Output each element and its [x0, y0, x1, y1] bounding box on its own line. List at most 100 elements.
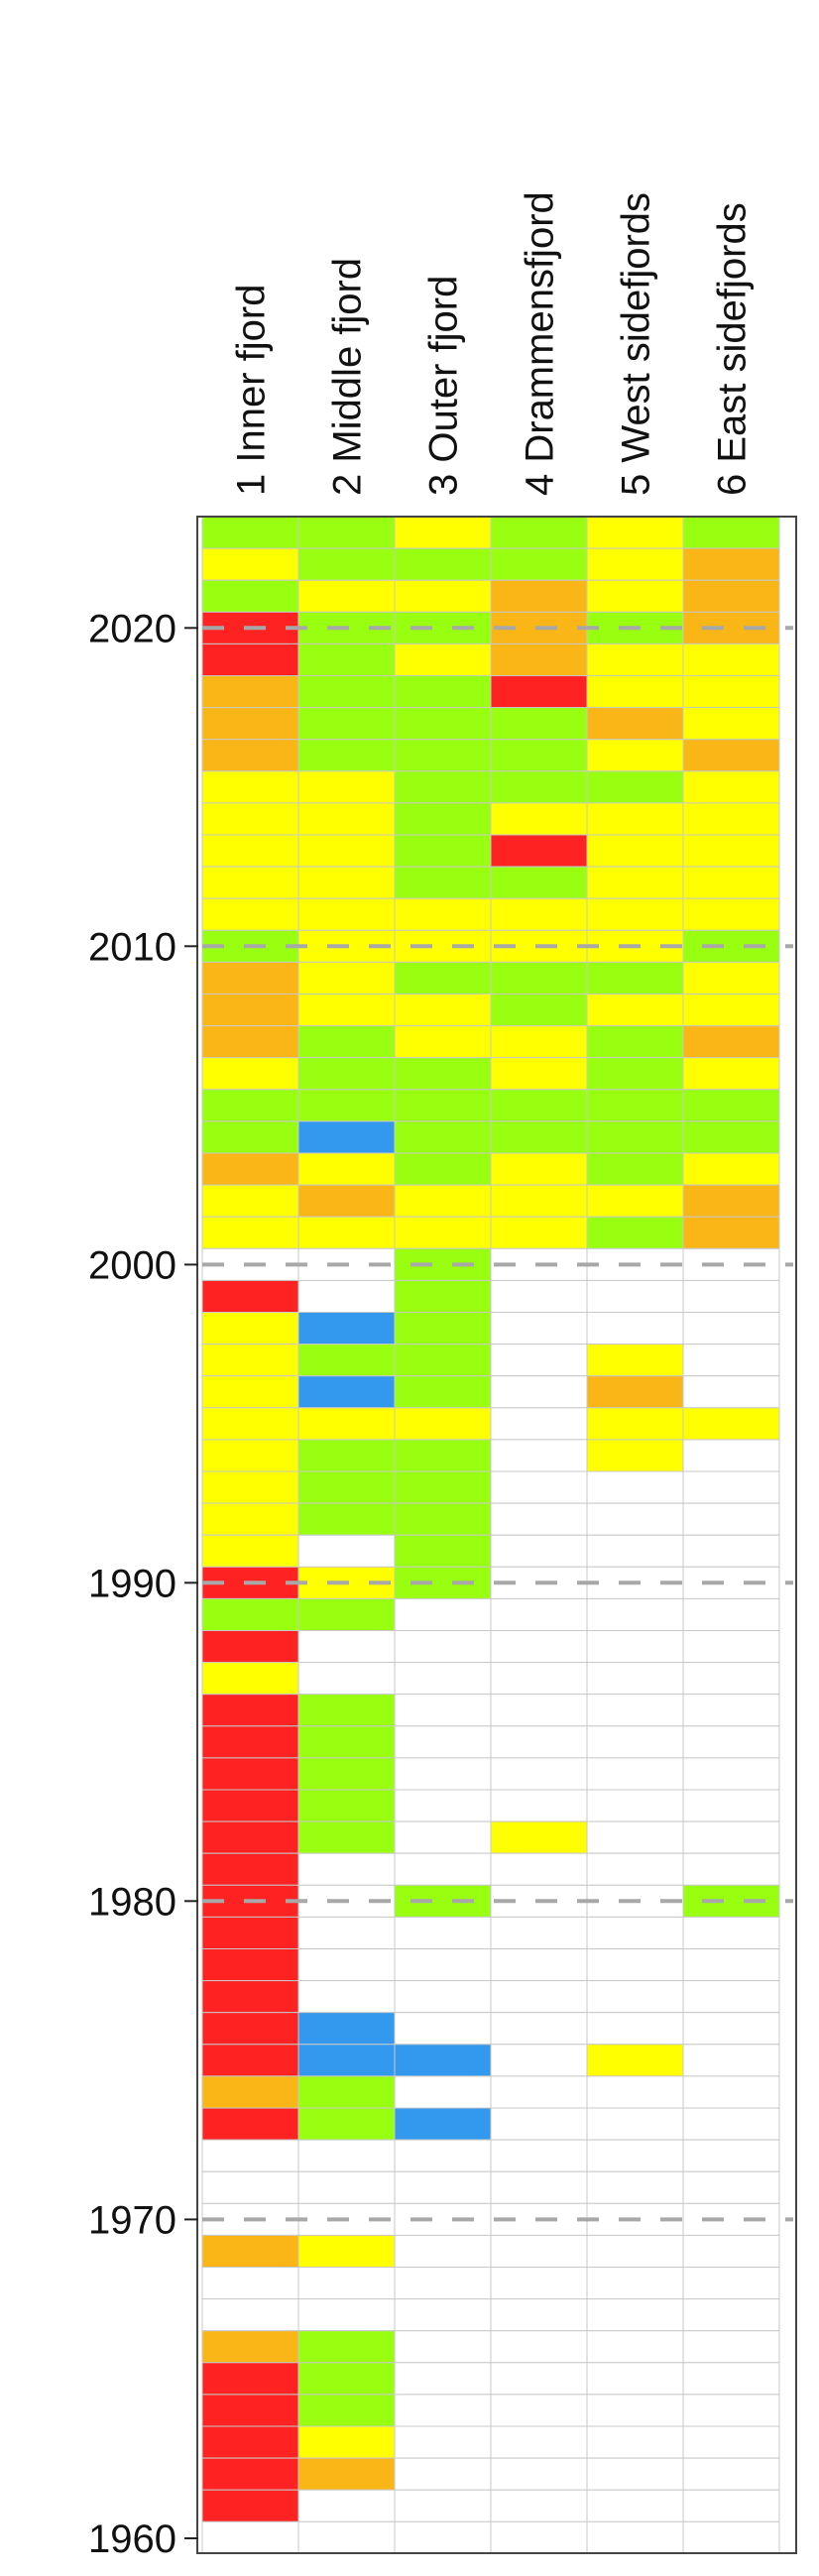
- cell-1962-col1: [201, 2457, 299, 2491]
- cell-1971-col3: [394, 2170, 492, 2204]
- cell-1999-col4: [490, 1279, 588, 1314]
- cell-1994-col4: [490, 1439, 588, 1472]
- cell-1971-col1: [201, 2170, 299, 2204]
- cell-1982-col5: [586, 1820, 684, 1854]
- cell-2018-col2: [297, 675, 396, 709]
- cell-2021-col2: [297, 579, 396, 613]
- cell-1981-col2: [297, 1852, 396, 1886]
- cell-1993-col4: [490, 1470, 588, 1504]
- cell-1974-col2: [297, 2075, 396, 2109]
- cell-1998-col1: [201, 1312, 299, 1346]
- cell-2001-col3: [394, 1216, 492, 1249]
- cell-1976-col6: [682, 2012, 780, 2046]
- cell-1971-col4: [490, 2170, 588, 2204]
- cell-1963-col2: [297, 2425, 396, 2459]
- cell-1985-col4: [490, 1725, 588, 1759]
- cell-1996-col3: [394, 1375, 492, 1409]
- cell-2007-col4: [490, 1025, 588, 1059]
- cell-2005-col4: [490, 1089, 588, 1122]
- cell-1968-col4: [490, 2267, 588, 2300]
- cell-1966-col6: [682, 2330, 780, 2364]
- cell-1983-col1: [201, 1789, 299, 1822]
- cell-2020-col3: [394, 611, 492, 644]
- cell-2015-col3: [394, 770, 492, 804]
- cell-1960-col5: [586, 2520, 684, 2554]
- cell-1960-col1: [201, 2520, 299, 2554]
- cell-2014-col5: [586, 802, 684, 836]
- cell-1963-col6: [682, 2425, 780, 2459]
- cell-2002-col2: [297, 1184, 396, 1218]
- cell-1989-col6: [682, 1597, 780, 1632]
- cell-2022-col6: [682, 547, 780, 581]
- cell-1973-col6: [682, 2107, 780, 2141]
- cell-2018-col6: [682, 675, 780, 709]
- cell-1995-col2: [297, 1407, 396, 1441]
- cell-2008-col2: [297, 994, 396, 1027]
- cell-2011-col2: [297, 897, 396, 931]
- cell-2008-col4: [490, 994, 588, 1027]
- cell-1961-col2: [297, 2489, 396, 2522]
- cell-2016-col3: [394, 739, 492, 772]
- cell-2022-col4: [490, 547, 588, 581]
- cell-1983-col4: [490, 1789, 588, 1822]
- cell-1995-col3: [394, 1407, 492, 1441]
- cell-2002-col6: [682, 1184, 780, 1218]
- year-label-1980: 1980: [88, 1880, 176, 1924]
- cell-1994-col5: [586, 1439, 684, 1472]
- cell-1988-col5: [586, 1630, 684, 1664]
- cell-2018-col4: [490, 675, 588, 709]
- cell-2017-col4: [490, 707, 588, 741]
- column-label-4: 4 Drammensfjord: [519, 191, 562, 496]
- cell-2004-col2: [297, 1120, 396, 1154]
- cell-1976-col5: [586, 2012, 684, 2046]
- cell-1982-col1: [201, 1820, 299, 1854]
- cell-1982-col2: [297, 1820, 396, 1854]
- cell-2003-col2: [297, 1152, 396, 1186]
- cell-2004-col1: [201, 1120, 299, 1154]
- cell-1960-col4: [490, 2520, 588, 2554]
- cell-1972-col1: [201, 2139, 299, 2172]
- cell-1976-col3: [394, 2012, 492, 2046]
- cell-1964-col1: [201, 2394, 299, 2427]
- cell-1981-col3: [394, 1852, 492, 1886]
- cell-1961-col4: [490, 2489, 588, 2522]
- cell-2009-col5: [586, 961, 684, 995]
- cell-1983-col5: [586, 1789, 684, 1822]
- cell-1973-col4: [490, 2107, 588, 2141]
- cell-1966-col2: [297, 2330, 396, 2364]
- cell-1966-col4: [490, 2330, 588, 2364]
- cell-1963-col4: [490, 2425, 588, 2459]
- cell-2011-col1: [201, 897, 299, 931]
- cell-2002-col5: [586, 1184, 684, 1218]
- cell-1988-col1: [201, 1630, 299, 1664]
- cell-1998-col3: [394, 1312, 492, 1346]
- cell-1963-col5: [586, 2425, 684, 2459]
- cell-1964-col5: [586, 2394, 684, 2427]
- cell-1987-col3: [394, 1662, 492, 1696]
- column-label-3: 3 Outer fjord: [422, 276, 466, 496]
- cell-1996-col6: [682, 1375, 780, 1409]
- cell-1978-col5: [586, 1948, 684, 1982]
- cell-1969-col5: [586, 2234, 684, 2268]
- cell-1978-col2: [297, 1948, 396, 1982]
- cell-2013-col6: [682, 834, 780, 868]
- cell-1997-col1: [201, 1344, 299, 1377]
- cell-2012-col5: [586, 866, 684, 899]
- cell-2006-col1: [201, 1057, 299, 1091]
- cell-2012-col6: [682, 866, 780, 899]
- cell-1962-col2: [297, 2457, 396, 2491]
- cell-1979-col5: [586, 1916, 684, 1950]
- year-label-1990: 1990: [88, 1562, 176, 1605]
- cell-1966-col3: [394, 2330, 492, 2364]
- cell-1985-col6: [682, 1725, 780, 1759]
- cell-1961-col3: [394, 2489, 492, 2522]
- cell-1962-col5: [586, 2457, 684, 2491]
- column-label-6: 6 East sidefjords: [711, 202, 755, 496]
- cell-1960-col2: [297, 2520, 396, 2554]
- cell-1995-col1: [201, 1407, 299, 1441]
- cell-1996-col2: [297, 1375, 396, 1409]
- cell-1969-col6: [682, 2234, 780, 2268]
- cell-1990-col3: [394, 1566, 492, 1599]
- cell-2016-col2: [297, 739, 396, 772]
- cell-1997-col3: [394, 1344, 492, 1377]
